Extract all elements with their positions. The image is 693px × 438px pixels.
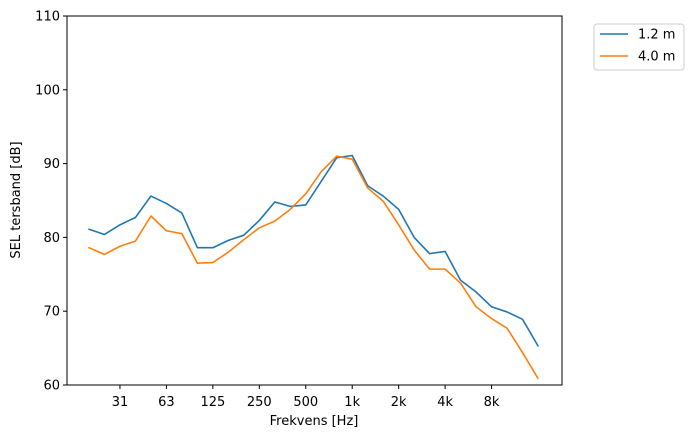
y-tick-label: 100: [35, 83, 60, 98]
x-tick-label: 31: [112, 395, 129, 410]
plot-area: [67, 16, 562, 385]
legend-label-1: 1.2 m: [638, 28, 675, 43]
axes-layer: 60 70 80 90 100 110 31 63 125 250 500 1k 2k 4k 8k: [35, 10, 500, 411]
y-tick-label: 110: [35, 10, 60, 25]
x-tick-label: 8k: [484, 395, 500, 410]
legend-frame: [593, 23, 685, 71]
legend-label-2: 4.0 m: [638, 50, 675, 65]
x-tick-label: 250: [247, 395, 272, 410]
x-axis-label: Frekvens [Hz]: [270, 414, 359, 429]
x-tick-label: 2k: [391, 395, 407, 410]
series-line-2: [88, 155, 539, 380]
y-tick-label: 80: [43, 231, 60, 246]
y-tick-label: 60: [43, 379, 60, 394]
x-tick-label: 500: [293, 395, 318, 410]
series-line-1: [88, 154, 539, 347]
y-axis-label: SEL tersband [dB]: [9, 141, 24, 258]
series-layer: [88, 154, 539, 380]
x-tick-label: 63: [158, 395, 175, 410]
y-tick-label: 90: [43, 157, 60, 172]
x-tick-label: 125: [200, 395, 225, 410]
legend: 1.2 m 4.0 m: [593, 23, 685, 71]
plot-frame: [66, 15, 563, 386]
y-tick-label: 70: [43, 305, 60, 320]
x-tick-label: 4k: [437, 395, 453, 410]
x-tick-label: 1k: [344, 395, 360, 410]
